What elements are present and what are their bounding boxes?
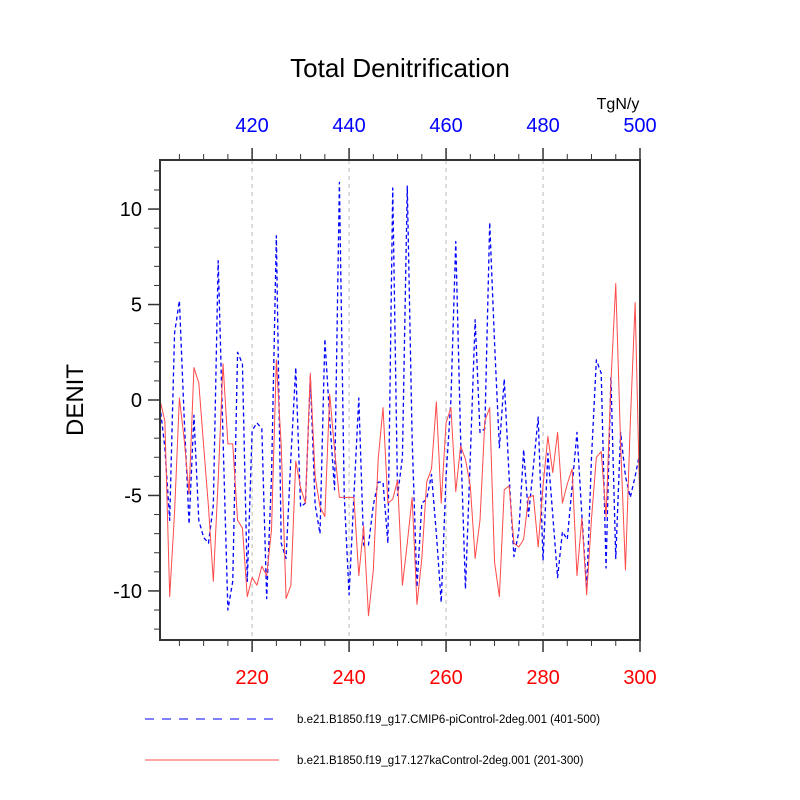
units-label: TgN/y	[597, 96, 640, 113]
bottom-x-tick-label: 300	[623, 667, 656, 689]
grid-lines	[251, 160, 544, 640]
series-lines	[159, 181, 641, 617]
top-x-tick-label: 420	[235, 115, 268, 137]
top-x-tick-label: 500	[623, 115, 656, 137]
series-line-127kaControl	[159, 283, 641, 617]
y-axis-label: DENIT	[62, 364, 89, 436]
bottom-x-tick-label: 220	[235, 667, 268, 689]
axis-ticks	[148, 148, 641, 652]
y-tick-label: 5	[131, 295, 142, 317]
chart-title: Total Denitrification	[290, 53, 510, 83]
legend: b.e21.B1850.f19_g17.CMIP6-piControl-2deg…	[145, 714, 600, 767]
plot-frame	[159, 159, 641, 641]
tick-labels: -10 -5 0 5 10 220 240 260 280 300 420 440 460 480 500	[113, 115, 657, 689]
top-x-tick-label: 480	[526, 115, 559, 137]
bottom-x-tick-label: 260	[429, 667, 462, 689]
bottom-x-tick-label: 280	[526, 667, 559, 689]
legend-label-blue: b.e21.B1850.f19_g17.CMIP6-piControl-2deg…	[297, 714, 600, 726]
bottom-x-tick-label: 240	[332, 667, 365, 689]
legend-label-red: b.e21.B1850.f19_g17.127kaControl-2deg.00…	[297, 755, 584, 767]
y-tick-label: 0	[131, 390, 142, 412]
top-x-tick-label: 440	[332, 115, 365, 137]
top-x-tick-label: 460	[429, 115, 462, 137]
series-line-piControl	[159, 181, 641, 611]
y-tick-label: -10	[113, 581, 142, 603]
y-tick-label: -5	[124, 485, 142, 507]
y-tick-label: 10	[120, 199, 142, 221]
